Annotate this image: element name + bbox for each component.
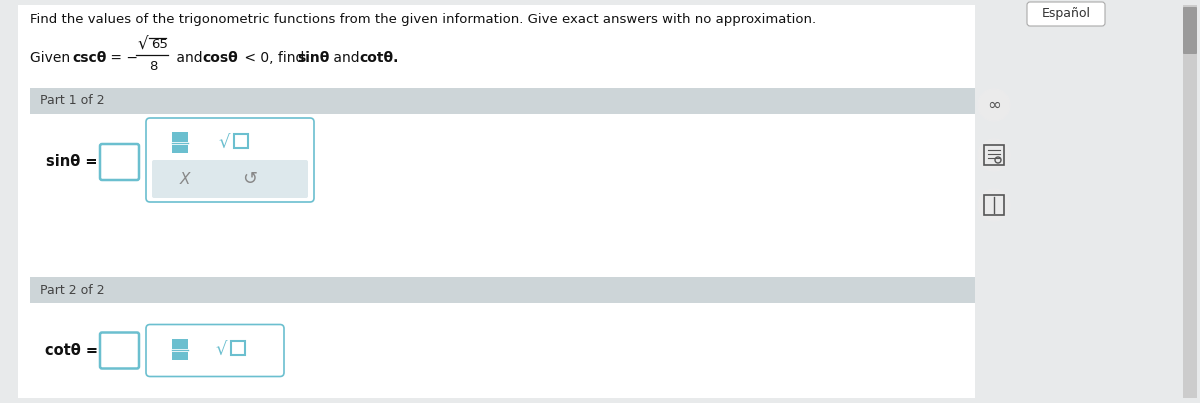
- Text: cotθ =: cotθ =: [46, 343, 98, 358]
- Text: Find the values of the trigonometric functions from the given information. Give : Find the values of the trigonometric fun…: [30, 13, 816, 27]
- Text: √: √: [218, 134, 229, 152]
- Text: < 0, find: < 0, find: [240, 51, 308, 65]
- FancyBboxPatch shape: [30, 114, 974, 210]
- Text: Part 2 of 2: Part 2 of 2: [40, 283, 104, 297]
- FancyBboxPatch shape: [984, 195, 1004, 215]
- Text: and: and: [172, 51, 208, 65]
- FancyBboxPatch shape: [1183, 5, 1198, 398]
- Text: sinθ: sinθ: [298, 51, 329, 65]
- FancyBboxPatch shape: [172, 145, 188, 153]
- Circle shape: [978, 139, 1010, 171]
- FancyBboxPatch shape: [230, 341, 245, 355]
- Text: Español: Español: [1042, 8, 1091, 21]
- FancyBboxPatch shape: [18, 5, 974, 398]
- FancyBboxPatch shape: [172, 339, 188, 349]
- Text: Part 1 of 2: Part 1 of 2: [40, 94, 104, 108]
- Text: and: and: [329, 51, 364, 65]
- FancyBboxPatch shape: [30, 303, 974, 398]
- Text: = −: = −: [106, 51, 138, 65]
- Text: cosθ: cosθ: [202, 51, 238, 65]
- FancyBboxPatch shape: [30, 277, 974, 303]
- Text: √: √: [138, 36, 149, 54]
- FancyBboxPatch shape: [234, 134, 248, 148]
- Text: ∞: ∞: [988, 96, 1001, 114]
- FancyBboxPatch shape: [172, 351, 188, 359]
- FancyBboxPatch shape: [30, 88, 974, 114]
- FancyBboxPatch shape: [146, 118, 314, 202]
- Text: cscθ: cscθ: [72, 51, 107, 65]
- FancyBboxPatch shape: [1183, 7, 1198, 54]
- FancyBboxPatch shape: [1027, 2, 1105, 26]
- FancyBboxPatch shape: [152, 160, 308, 198]
- Text: sinθ =: sinθ =: [47, 154, 98, 170]
- FancyBboxPatch shape: [146, 324, 284, 376]
- FancyBboxPatch shape: [100, 144, 139, 180]
- Text: 8: 8: [149, 60, 157, 73]
- Text: cotθ.: cotθ.: [359, 51, 398, 65]
- Text: √: √: [215, 341, 227, 359]
- FancyBboxPatch shape: [100, 332, 139, 368]
- FancyBboxPatch shape: [984, 145, 1004, 165]
- Circle shape: [978, 89, 1010, 121]
- Text: Given: Given: [30, 51, 74, 65]
- Text: ↺: ↺: [242, 170, 258, 188]
- Circle shape: [978, 189, 1010, 221]
- FancyBboxPatch shape: [172, 132, 188, 142]
- Text: 65: 65: [151, 39, 168, 52]
- Text: X: X: [180, 172, 191, 187]
